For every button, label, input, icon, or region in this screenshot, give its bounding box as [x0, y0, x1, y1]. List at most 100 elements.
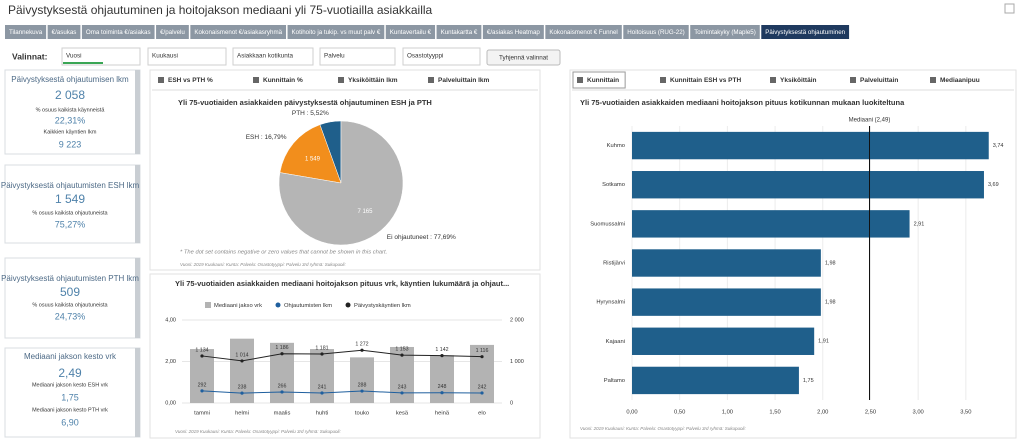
filter-label: Valinnat: [12, 51, 48, 61]
pie-count-label: 1 549 [305, 157, 321, 163]
bar [310, 349, 334, 403]
tab-label: Kotihoito ja tukip. vs muut palv € [292, 29, 381, 36]
line-point [480, 391, 484, 395]
panel-tab[interactable] [424, 72, 496, 88]
x-tick-label: tammi [194, 411, 210, 417]
kpi-row-label: Kaikkien käyntien lkm [44, 129, 97, 135]
chart-footer: Vuosi: 2019 Kuukausi: Kunta: Palvelu: Os… [175, 429, 342, 434]
x-tick-label: 1,00 [722, 410, 733, 416]
x-tick-label: elo [478, 411, 486, 417]
filter-box[interactable] [147, 47, 227, 66]
panel-tab[interactable] [656, 72, 748, 88]
kpi-title: Mediaani jakson kesto vrk [24, 352, 117, 361]
kpi-row-value: 9 223 [59, 139, 82, 149]
data-label: 242 [478, 384, 487, 390]
pie-label: PTH : 5,52% [292, 110, 329, 117]
panel-tab-label: ESH vs PTH % [168, 77, 213, 84]
y2-tick-label: 0 [510, 400, 513, 406]
bar [632, 249, 821, 277]
tab[interactable] [545, 25, 622, 39]
pie-label: Ei ohjautuneet : 77,69% [387, 234, 456, 241]
data-label: 241 [318, 384, 327, 390]
filter-box[interactable] [319, 47, 396, 66]
panel-tab-icon [930, 77, 936, 83]
tab-label: €/asiakas Heatmap [487, 29, 541, 36]
line-point [360, 348, 364, 352]
kpi-row-value: 1,75 [61, 392, 79, 402]
line-point [400, 353, 404, 357]
filter-item: Palvelu [324, 53, 345, 60]
tab[interactable] [761, 25, 850, 39]
tab[interactable] [436, 25, 482, 39]
panel-tab[interactable] [846, 72, 905, 88]
data-label: 1 272 [355, 342, 368, 348]
kpi-value: 2 058 [55, 88, 85, 102]
y-tick-label: 0,00 [165, 400, 176, 406]
data-label: 1 134 [195, 347, 208, 353]
bar [350, 357, 374, 403]
tab-label: €/asukas [52, 29, 77, 36]
tab[interactable] [190, 25, 287, 39]
y-tick-label: Kuhmo [607, 143, 625, 149]
bar [632, 366, 799, 395]
data-label: 1,91 [818, 339, 829, 345]
kpi-row-value: 24,73% [55, 311, 86, 321]
tab[interactable] [690, 25, 760, 39]
panel-tab[interactable] [334, 72, 404, 88]
tab[interactable] [47, 25, 81, 39]
tab[interactable] [81, 25, 155, 39]
filter-box[interactable] [61, 47, 141, 66]
panel-tab-icon [770, 77, 776, 83]
line-point [440, 391, 444, 395]
x-tick-label: 2,50 [865, 410, 876, 416]
data-label: 238 [238, 385, 247, 391]
tab-label: Hoitoisuus (RUG-22) [627, 29, 684, 36]
pie-slice [279, 124, 342, 184]
panel-tab[interactable] [572, 71, 626, 89]
tab-label: Toimintakyky (Maple5) [694, 29, 756, 36]
chart-note: * The dot set contains negative or zero … [180, 250, 387, 256]
filter-box[interactable] [402, 47, 481, 66]
line-point [200, 389, 204, 393]
x-tick-label: helmi [235, 411, 249, 417]
bar [270, 342, 294, 403]
panel-tab[interactable] [766, 72, 823, 88]
data-label: 1,98 [825, 300, 836, 306]
clear-button[interactable] [486, 49, 561, 66]
kpi-row-label: Mediaani jakson kesto ESH vrk [32, 382, 108, 388]
legend-label: Päivystyskäyntien lkm [354, 303, 411, 309]
kpi-row-value: 22,31% [55, 115, 86, 125]
bar [632, 327, 815, 355]
panel-tab-label: Palveluittain lkm [438, 77, 490, 84]
chart-footer: Vuosi: 2019 Kuukausi: Kunta: Palvelu: Os… [180, 262, 347, 267]
kpi-row-label: % osuus kaikista ohjautuneista [32, 302, 108, 308]
y-tick-label: 2,00 [165, 359, 176, 365]
panel-tab[interactable] [249, 72, 309, 88]
panel-tab[interactable] [154, 72, 219, 88]
panel-tab-icon [660, 77, 666, 83]
x-tick-label: kesä [396, 411, 409, 417]
x-tick-label: 2,00 [817, 410, 828, 416]
pie-count-label: 7 165 [357, 209, 373, 215]
tab[interactable] [482, 25, 544, 39]
kpi-row-label: Mediaani jakson kesto PTH vrk [32, 407, 108, 413]
tab[interactable] [623, 25, 689, 39]
tab[interactable] [287, 25, 385, 39]
tab-label: Tilannekuva [9, 29, 43, 36]
filter-box[interactable] [232, 47, 314, 66]
panel-tab-icon [428, 77, 434, 83]
kpi-title: Päivystyksestä ohjautumisten ESH lkm [1, 181, 140, 190]
legend-swatch [275, 302, 281, 308]
bar [632, 131, 989, 160]
panel-tab-label: Kunnittain [587, 77, 619, 84]
tab-label: €/palvelu [160, 29, 185, 36]
legend-swatch [205, 302, 211, 308]
tab-label: Kuntavertailu € [390, 29, 432, 36]
tab[interactable] [156, 25, 189, 39]
data-label: 3,69 [988, 182, 999, 188]
legend-label: Mediaani jakso vrk [214, 303, 262, 309]
tab[interactable] [5, 25, 47, 39]
tab[interactable] [385, 25, 436, 39]
panel-tab[interactable] [926, 72, 986, 88]
chart-title: Yli 75-vuotiaiden asiakkaiden päivystyks… [178, 98, 432, 107]
